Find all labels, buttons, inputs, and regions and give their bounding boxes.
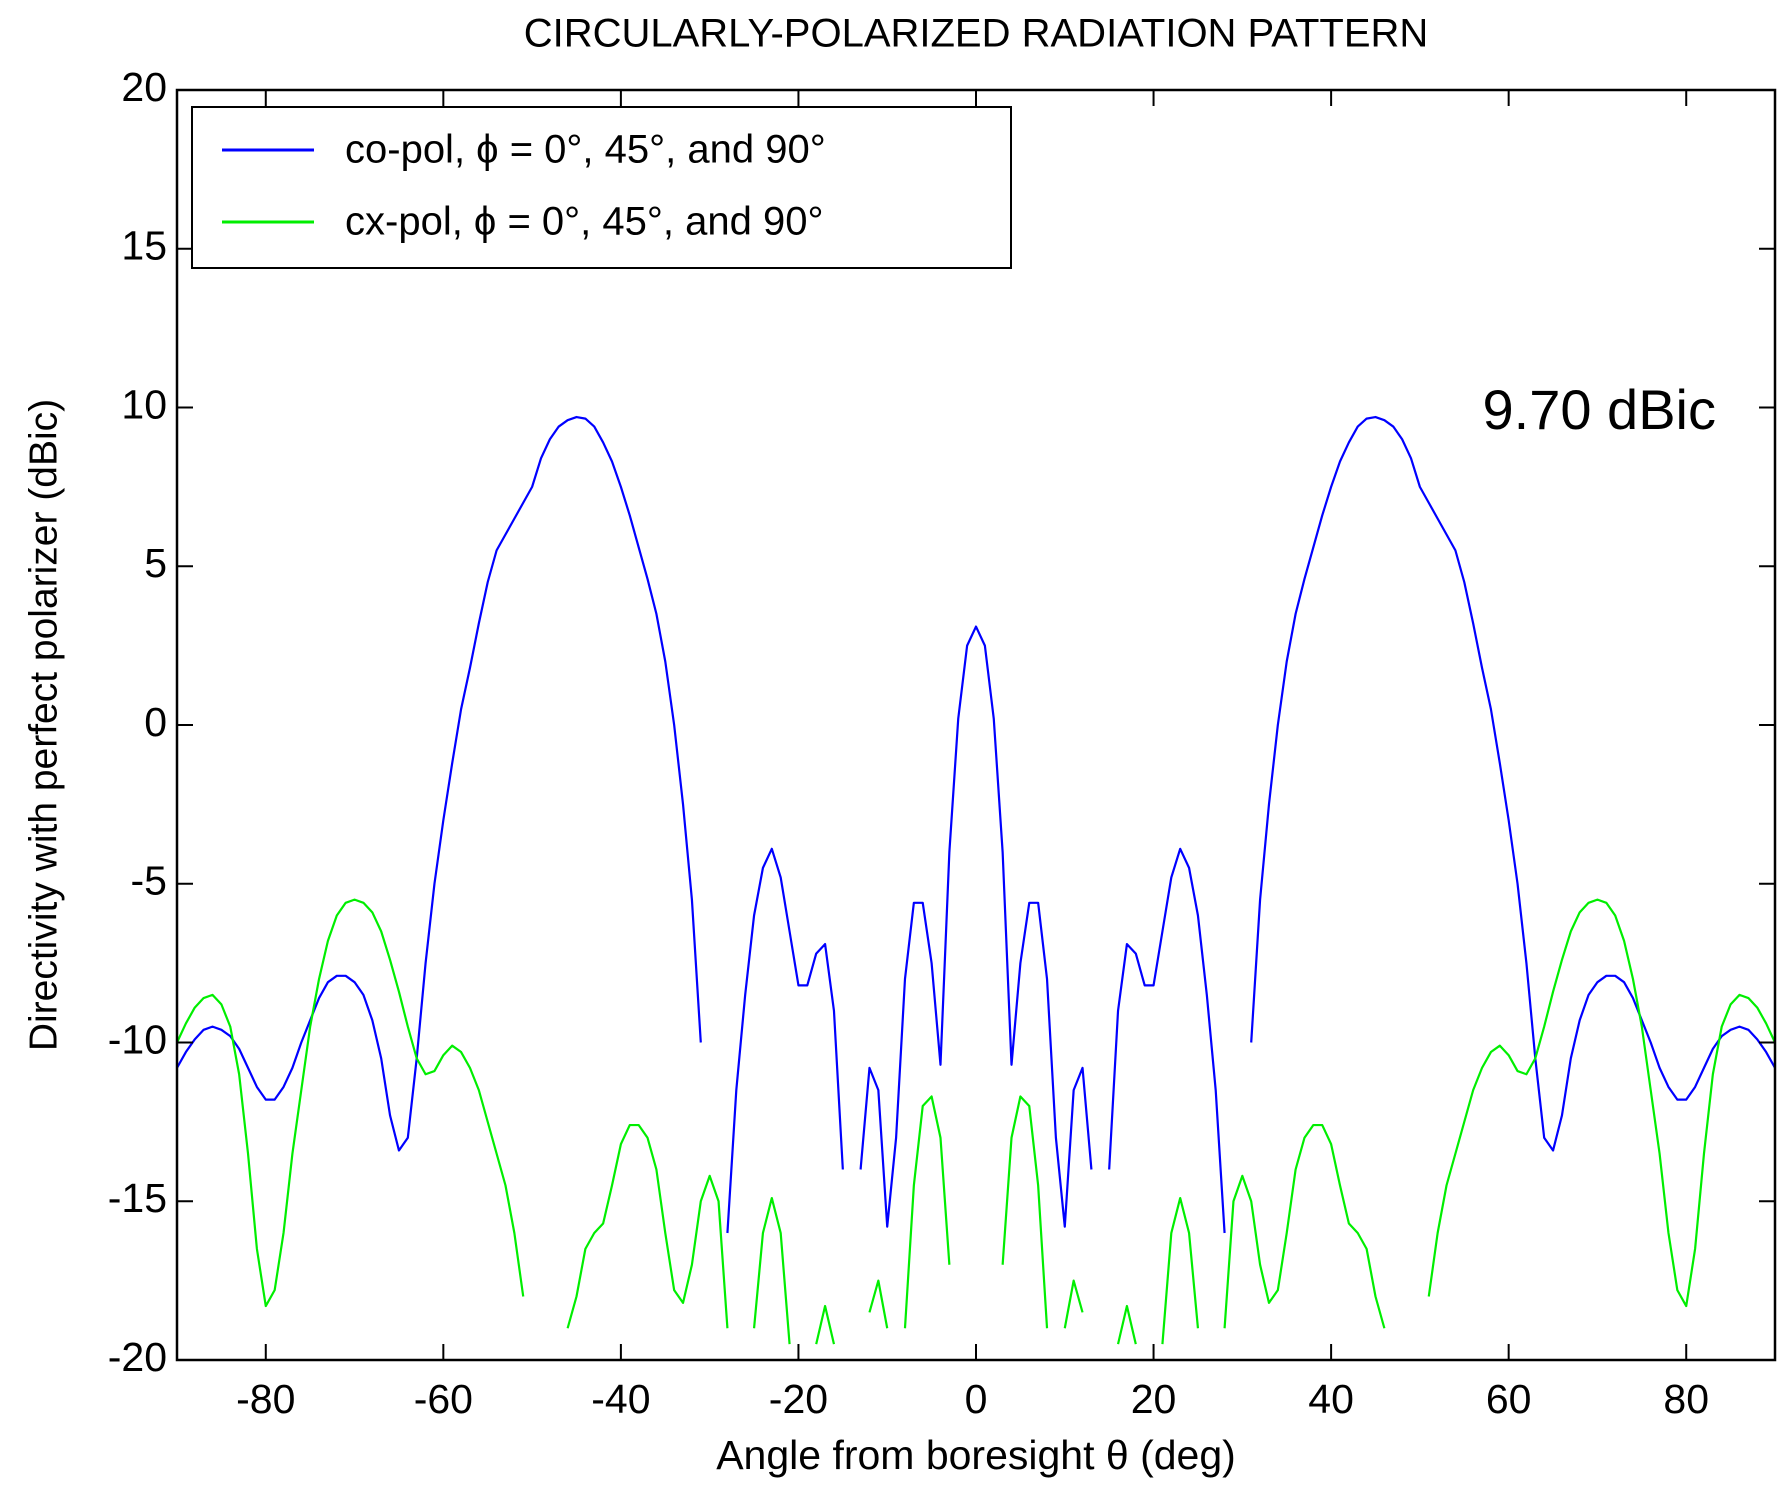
y-tick-label: -10 bbox=[108, 1016, 167, 1062]
x-tick-label: -60 bbox=[414, 1376, 473, 1422]
y-tick-label: -5 bbox=[131, 858, 167, 904]
legend-label: cx-pol, ϕ = 0°, 45°, and 90° bbox=[345, 200, 823, 244]
legend-label: co-pol, ϕ = 0°, 45°, and 90° bbox=[345, 128, 826, 172]
annotation: 9.70 dBic bbox=[1483, 378, 1717, 441]
y-tick-label: 20 bbox=[121, 64, 167, 110]
y-axis-label: Directivity with perfect polarizer (dBic… bbox=[22, 399, 65, 1051]
x-tick-label: 0 bbox=[965, 1376, 988, 1422]
y-tick-label: 10 bbox=[121, 381, 167, 427]
chart-title: CIRCULARLY-POLARIZED RADIATION PATTERN bbox=[524, 12, 1429, 56]
x-tick-label: 60 bbox=[1486, 1376, 1532, 1422]
y-tick-label: 15 bbox=[121, 223, 167, 269]
legend-box bbox=[191, 106, 1012, 269]
x-tick-label: -80 bbox=[236, 1376, 295, 1422]
plot-lines bbox=[177, 415, 1775, 1345]
x-tick-label: 80 bbox=[1663, 1376, 1709, 1422]
y-tick-label: -15 bbox=[108, 1175, 167, 1221]
series-line bbox=[177, 415, 1775, 1234]
x-tick-label: 20 bbox=[1131, 1376, 1177, 1422]
legend: co-pol, ϕ = 0°, 45°, and 90° cx-pol, ϕ = … bbox=[191, 106, 1012, 269]
x-tick-label: -20 bbox=[769, 1376, 828, 1422]
y-tick-label: -20 bbox=[108, 1334, 167, 1380]
x-tick-label: 40 bbox=[1308, 1376, 1354, 1422]
y-tick-label: 0 bbox=[144, 699, 167, 745]
x-axis-label: Angle from boresight θ (deg) bbox=[716, 1432, 1236, 1478]
series-line bbox=[177, 898, 1775, 1345]
y-tick-label: 5 bbox=[144, 540, 167, 586]
x-tick-label: -40 bbox=[591, 1376, 650, 1422]
